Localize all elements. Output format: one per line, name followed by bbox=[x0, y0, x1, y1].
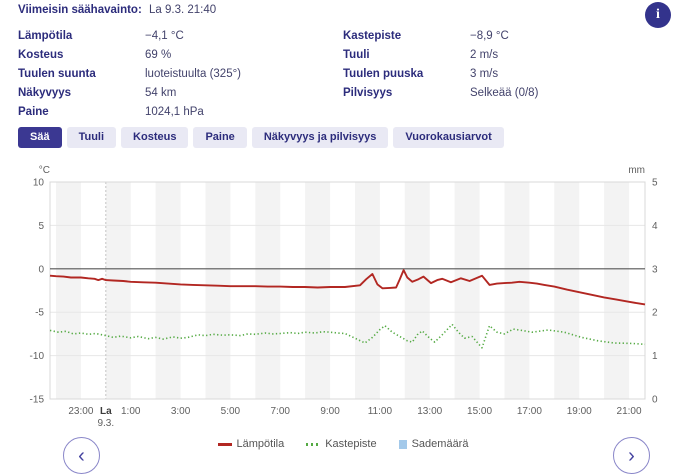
latest-observation-label: Viimeisin säähavainto: bbox=[18, 4, 142, 16]
x-axis-tick-date: 9.3. bbox=[97, 418, 114, 429]
previous-period-button[interactable]: ‹ bbox=[63, 437, 100, 474]
observation-value: 3 m/s bbox=[470, 68, 499, 80]
observation-table: Lämpötila −4,1 °C Kastepiste −8,9 °C Kosteus… bbox=[0, 30, 686, 125]
plot-frame bbox=[49, 181, 646, 400]
x-axis-tick: 7:00 bbox=[270, 406, 290, 417]
y-axis-tick-left: 5 bbox=[38, 221, 44, 232]
chart-band bbox=[404, 182, 430, 399]
x-axis-tick: 11:00 bbox=[368, 406, 393, 417]
y-axis-tick-left: -10 bbox=[30, 351, 45, 362]
x-axis-tick: 21:00 bbox=[617, 406, 642, 417]
dewpoint-line bbox=[49, 323, 646, 349]
chart-legend: Lämpötila Kastepiste Sademäärä bbox=[0, 438, 686, 450]
legend-item: Lämpötila bbox=[217, 438, 285, 450]
x-axis-tick: 9:00 bbox=[320, 406, 340, 417]
observation-label: Kosteus bbox=[18, 49, 64, 61]
x-axis-tick: 19:00 bbox=[567, 406, 592, 417]
blue-bar-icon bbox=[398, 439, 407, 449]
observation-value: −4,1 °C bbox=[145, 30, 184, 42]
observation-row: Lämpötila −4,1 °C Kastepiste −8,9 °C bbox=[0, 30, 686, 49]
tab-2[interactable]: Tuuli bbox=[66, 127, 117, 148]
tab-3[interactable]: Kosteus bbox=[121, 127, 189, 148]
info-icon[interactable]: i bbox=[645, 2, 671, 28]
temperature-line bbox=[49, 269, 646, 306]
observation-label: Lämpötila bbox=[18, 30, 73, 42]
chart-band bbox=[255, 182, 281, 399]
x-axis-tick: 1:00 bbox=[121, 406, 141, 417]
legend-item: Kastepiste bbox=[306, 438, 377, 450]
right-axis-unit: mm bbox=[628, 165, 645, 176]
legend-label: Sademäärä bbox=[411, 438, 469, 450]
latest-observation-header: Viimeisin säähavainto: La 9.3. 21:40 bbox=[18, 4, 216, 16]
x-axis-tick: 15:00 bbox=[467, 406, 492, 417]
x-axis-tick: La bbox=[100, 406, 112, 417]
x-axis-tick: 13:00 bbox=[417, 406, 442, 417]
chart-band bbox=[604, 182, 630, 399]
y-axis-tick-left: -5 bbox=[35, 308, 44, 319]
y-axis-tick-right: 1 bbox=[652, 351, 658, 362]
legend-label: Kastepiste bbox=[325, 438, 377, 450]
y-axis-tick-left: -15 bbox=[30, 395, 45, 406]
observation-label: Näkyvyys bbox=[18, 87, 72, 99]
observation-label: Tuulen puuska bbox=[343, 68, 424, 80]
observation-label: Kastepiste bbox=[343, 30, 402, 42]
observation-row: Paine 1024,1 hPa bbox=[0, 106, 686, 125]
chart-band bbox=[105, 182, 131, 399]
y-axis-tick-right: 4 bbox=[652, 221, 658, 232]
tab-6[interactable]: Vuorokausiarvot bbox=[393, 127, 504, 148]
chart-band bbox=[305, 182, 331, 399]
x-axis-tick: 3:00 bbox=[171, 406, 191, 417]
chart-band bbox=[354, 182, 380, 399]
x-axis-tick: 17:00 bbox=[517, 406, 542, 417]
chart-tabs: Sää Tuuli Kosteus Paine Näkyvyys ja pilvisyy… bbox=[18, 127, 504, 148]
tab-4[interactable]: Paine bbox=[193, 127, 247, 148]
observation-label: Paine bbox=[18, 106, 49, 118]
observation-label: Tuuli bbox=[343, 49, 370, 61]
legend-label: Lämpötila bbox=[236, 438, 285, 450]
x-axis-tick: 5:00 bbox=[221, 406, 241, 417]
chart-band bbox=[504, 182, 530, 399]
observation-label: Tuulen suunta bbox=[18, 68, 96, 80]
observation-label: Pilvisyys bbox=[343, 87, 393, 99]
y-axis-tick-right: 0 bbox=[652, 395, 658, 406]
observation-row: Tuulen suunta luoteistuulta (325°) Tuulen … bbox=[0, 68, 686, 87]
x-axis-tick: 23:00 bbox=[68, 406, 93, 417]
observation-value: 2 m/s bbox=[470, 49, 499, 61]
chart-band bbox=[155, 182, 181, 399]
observation-value: 1024,1 hPa bbox=[145, 106, 204, 118]
observation-row: Kosteus 69 % Tuuli 2 m/s bbox=[0, 49, 686, 68]
y-axis-tick-right: 2 bbox=[652, 308, 658, 319]
y-axis-tick-left: 0 bbox=[38, 264, 44, 275]
next-period-button[interactable]: › bbox=[613, 437, 650, 474]
y-axis-tick-right: 5 bbox=[652, 178, 658, 189]
y-axis-tick-right: 3 bbox=[652, 264, 658, 275]
chart-band bbox=[454, 182, 480, 399]
tab-5[interactable]: Näkyvyys ja pilvisyys bbox=[251, 127, 389, 148]
observation-row: Näkyvyys 54 km Pilvisyys Selkeää (0/8) bbox=[0, 87, 686, 106]
observation-value: 69 % bbox=[145, 49, 172, 61]
left-axis-unit: °C bbox=[39, 165, 50, 176]
y-axis-tick-left: 10 bbox=[33, 178, 45, 189]
chart-band bbox=[205, 182, 231, 399]
green-dots-icon bbox=[306, 442, 321, 446]
latest-observation-time: La 9.3. 21:40 bbox=[149, 4, 217, 16]
observation-value: −8,9 °C bbox=[470, 30, 509, 42]
observation-value: 54 km bbox=[145, 87, 177, 99]
observation-value: Selkeää (0/8) bbox=[470, 87, 539, 99]
observation-value: luoteistuulta (325°) bbox=[145, 68, 242, 80]
legend-item: Sademäärä bbox=[398, 438, 469, 450]
red-line-icon bbox=[217, 442, 232, 446]
chart-band bbox=[55, 182, 81, 399]
tab-1[interactable]: Sää bbox=[18, 127, 62, 148]
